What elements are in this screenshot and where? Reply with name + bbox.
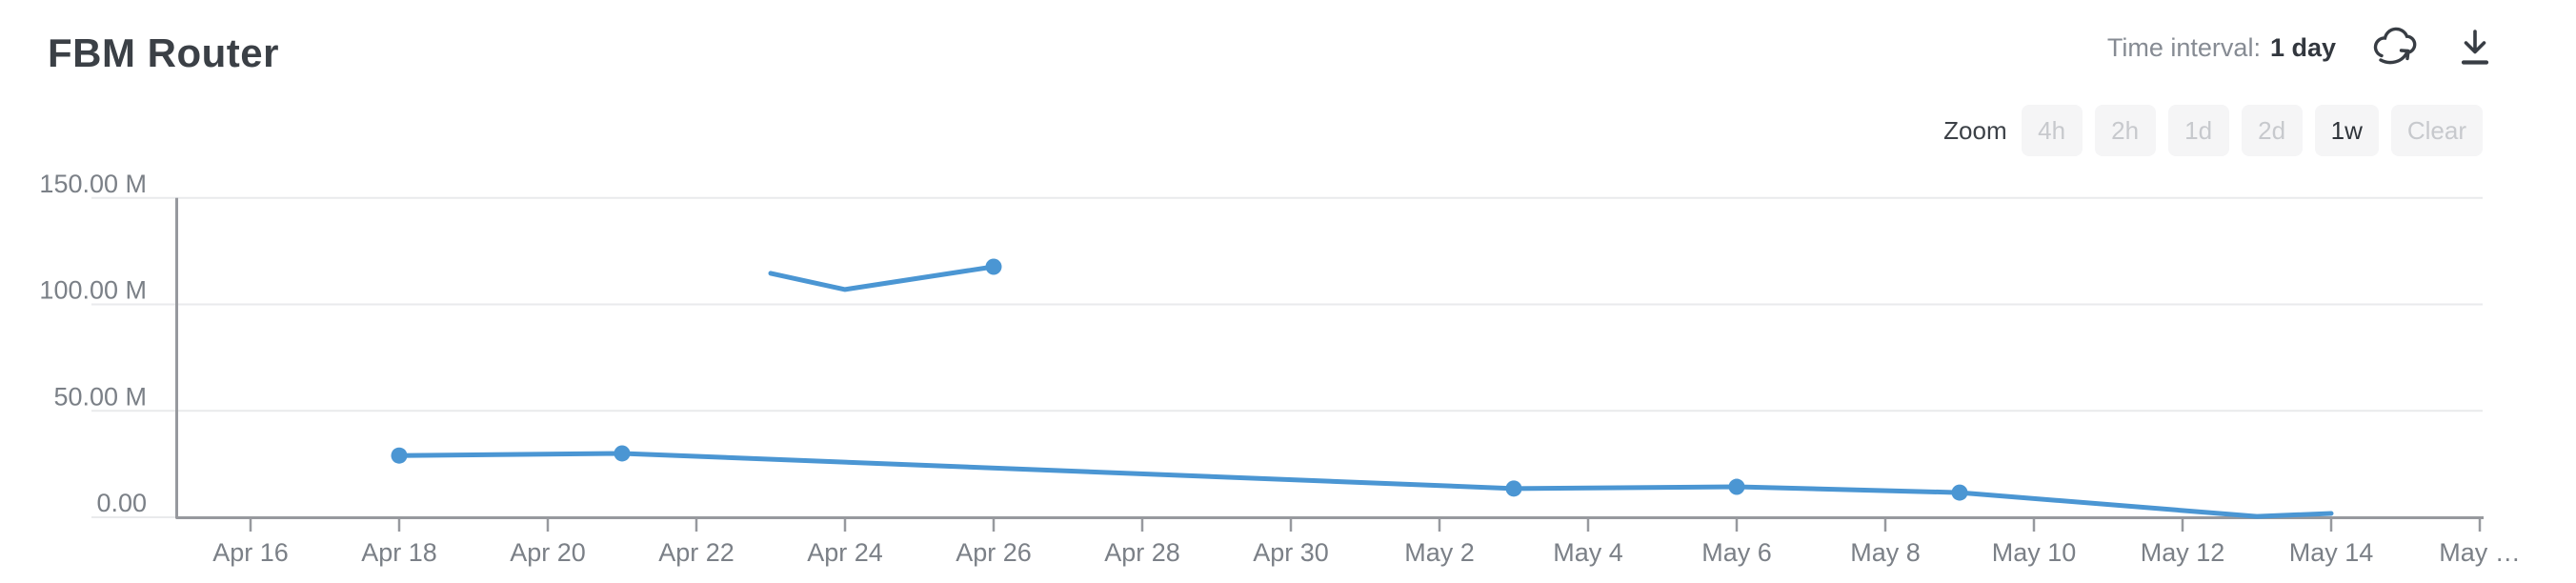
download-icon[interactable] xyxy=(2454,26,2496,70)
zoom-controls: Zoom 4h 2h 1d 2d 1w Clear xyxy=(1943,105,2483,156)
time-interval: Time interval: 1 day xyxy=(2107,33,2336,63)
x-axis-label: Apr 28 xyxy=(1104,538,1180,567)
header-controls: Time interval: 1 day xyxy=(2107,25,2496,70)
data-point-marker xyxy=(1505,480,1522,497)
x-axis-label: May 8 xyxy=(1850,538,1921,567)
y-axis-label: 0.00 xyxy=(96,489,147,517)
data-point-marker xyxy=(1951,484,1968,501)
zoom-button-2d[interactable]: 2d xyxy=(2241,105,2303,156)
time-interval-label: Time interval: xyxy=(2106,32,2261,62)
x-axis-label: May 14 xyxy=(2289,538,2374,567)
x-axis-label: May … xyxy=(2439,538,2521,567)
x-axis-label: May 10 xyxy=(1992,538,2077,567)
zoom-button-clear[interactable]: Clear xyxy=(2390,105,2483,156)
data-point-marker xyxy=(391,447,408,464)
time-interval-value: 1 day xyxy=(2269,32,2336,62)
zoom-button-4h[interactable]: 4h xyxy=(2021,105,2083,156)
zoom-label: Zoom xyxy=(1943,115,2007,145)
series-line xyxy=(396,451,2334,519)
cloud-sync-icon[interactable] xyxy=(2370,26,2420,70)
zoom-button-1w[interactable]: 1w xyxy=(2314,105,2379,156)
data-point-marker xyxy=(985,258,1002,275)
page-title: FBM Router xyxy=(48,30,279,75)
data-point-marker xyxy=(1728,478,1745,495)
x-axis-label: May 2 xyxy=(1404,538,1475,567)
x-axis-label: Apr 16 xyxy=(212,538,289,567)
y-axis-label: 100.00 M xyxy=(39,276,147,305)
y-axis-label: 50.00 M xyxy=(53,382,147,411)
x-axis-label: May 6 xyxy=(1701,538,1772,567)
x-axis-label: May 12 xyxy=(2141,538,2225,567)
x-axis-label: May 4 xyxy=(1553,538,1623,567)
zoom-button-2h[interactable]: 2h xyxy=(2094,105,2156,156)
zoom-button-1d[interactable]: 1d xyxy=(2167,105,2229,156)
x-axis-label: Apr 18 xyxy=(361,538,437,567)
series-line xyxy=(768,264,996,292)
x-axis-label: Apr 20 xyxy=(510,538,586,567)
y-axis-label: 150.00 M xyxy=(39,170,147,198)
data-point-marker xyxy=(614,445,631,462)
x-axis-label: Apr 26 xyxy=(956,538,1032,567)
x-axis-label: Apr 30 xyxy=(1253,538,1329,567)
x-axis-label: Apr 22 xyxy=(658,538,735,567)
x-axis-label: Apr 24 xyxy=(807,538,883,567)
